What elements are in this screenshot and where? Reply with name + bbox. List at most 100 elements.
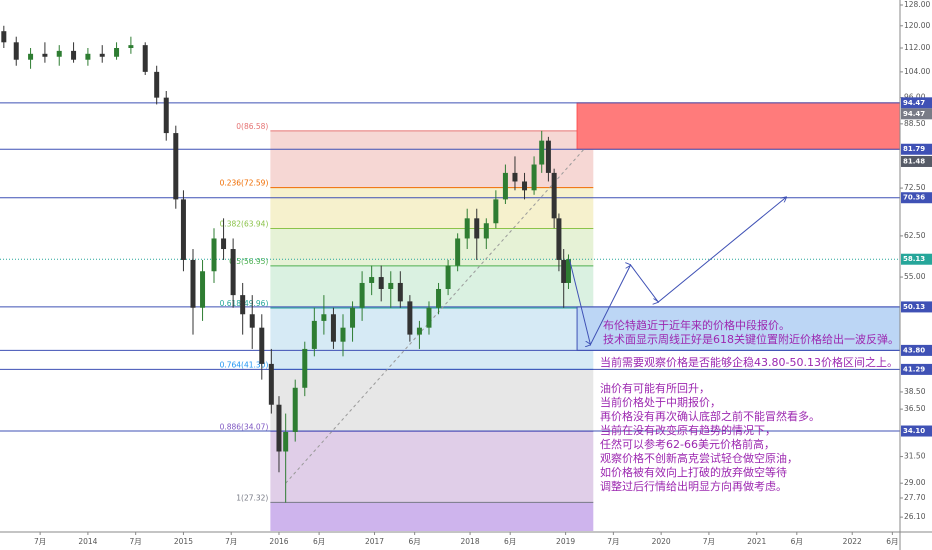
candle-body [292,387,298,432]
price-tag [901,108,932,120]
trendline [285,148,586,484]
price-tag-label: 94.47 [903,110,925,118]
x-tick-label: 6月 [409,537,421,546]
projection-arrow [568,197,786,344]
y-tick-label: 55.00 [904,272,926,281]
annotation: 当前在没有改变原有趋势的情况下， [600,423,776,437]
candle-body [397,282,403,302]
candle-body [230,249,236,296]
candle-body [13,42,19,60]
right-axis [900,0,932,550]
candle-body [114,48,120,57]
candle-body [142,45,148,72]
fib-band [270,228,594,266]
price-tag [901,253,932,265]
y-tick-label: 96.00 [904,93,926,102]
y-tick-label: 62.50 [904,231,926,240]
annotation: 油价有可能有所回升， [600,381,710,395]
price-tag-label: 41.29 [903,365,925,373]
annotation: 任然可以参考62-66美元价格前高， [600,437,775,451]
x-tick-label: 2020 [652,537,671,546]
candle-body [330,314,336,342]
fib-band [270,130,594,188]
x-tick-label: 2017 [365,537,384,546]
fib-label: 0(86.58) [236,122,268,131]
candle-body [359,282,365,308]
fib-label: 0.236(72.59) [220,179,269,188]
fib-band [270,369,594,432]
x-tick-label: 2021 [747,537,766,546]
candle-body [556,218,562,260]
x-tick-label: 2014 [78,537,97,546]
fib-label: 0.886(34.07) [220,422,269,431]
annotation: 调整过后行情给出明显方向再做考虑。 [600,479,787,493]
annotation: 观察价格不创新高克尝试轻仓做空原油， [600,451,798,465]
x-tick-label: 6月 [886,537,898,546]
candle-body [249,314,255,328]
candle-body [512,172,518,182]
price-tag [901,301,932,313]
candle-body [128,45,134,49]
candle-body [56,50,62,57]
x-tick-label: 6月 [504,537,516,546]
candle-body [211,238,217,272]
y-tick-label: 27.70 [904,493,926,502]
candle-body [321,314,327,321]
annotation: 当前需要观察价格是否能够企稳43.80-50.13价格区间之上。 [600,355,898,369]
price-tag [901,363,932,375]
candle-body [407,301,413,335]
price-tag-label: 81.79 [903,145,925,153]
x-tick-label: 2016 [269,537,288,546]
candle-body [240,295,246,315]
candle-body [1,31,7,43]
candle-body [340,327,346,342]
candle-body [522,181,528,191]
candle-body [190,259,196,308]
fib-band [270,308,594,370]
y-tick-label: 120.00 [904,21,930,30]
fib-band [270,187,594,229]
fib-label: 0.5(56.95) [229,257,268,266]
candle-body [268,363,274,405]
candle-body [71,50,77,60]
x-tick-label: 7月 [225,537,237,546]
candle-body [502,172,508,200]
candle-body [276,404,282,452]
candle-body [551,172,557,219]
price-tag [901,425,932,437]
price-tag [901,97,932,109]
bottom-axis [0,532,932,550]
y-tick-label: 29.00 [904,478,926,487]
candle-body [455,238,461,266]
y-tick-label: 112.00 [904,43,930,52]
x-tick-label: 7月 [703,537,715,546]
annotation: 布伦特趋近于近年来的价格中段报价。 [603,318,790,332]
annotation: 再价格没有再次确认底部之前不能冒然看多。 [600,409,820,423]
candle-body [493,199,499,224]
x-tick-label: 7月 [130,537,142,546]
candle-body [378,277,384,289]
y-tick-label: 31.50 [904,452,926,461]
x-tick-label: 2022 [843,537,862,546]
y-tick-label: 38.50 [904,387,926,396]
candle-body [200,271,206,308]
x-tick-label: 2015 [174,537,193,546]
annotation: 当前价格处于中期报价， [600,395,721,409]
x-tick-label: 6月 [791,537,803,546]
candle-body [302,348,308,388]
candle-body [180,199,186,260]
candle-body [259,327,265,364]
x-tick-label: 6月 [313,537,325,546]
fib-band [270,265,594,309]
y-tick-label: 36.50 [904,404,926,413]
candle-body [565,259,571,283]
candle-body [561,259,567,283]
candle-body [350,307,356,328]
x-tick-label: 2018 [461,537,480,546]
price-tag [901,344,932,356]
price-tag [901,192,932,204]
candle-body [436,288,442,308]
zone [576,102,901,150]
candle-body [99,53,105,57]
